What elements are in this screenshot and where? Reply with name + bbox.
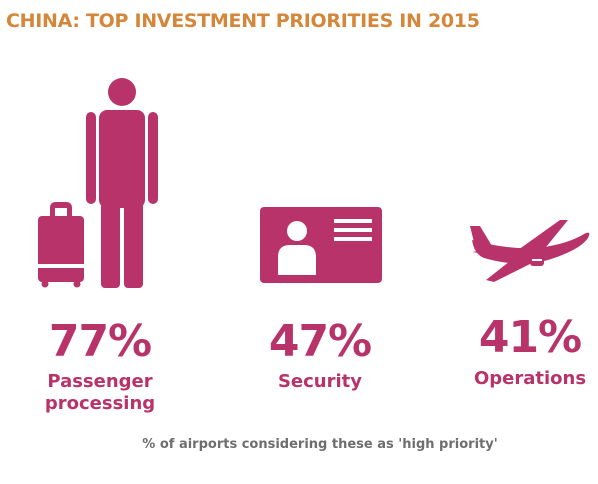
airplane-icon — [470, 220, 590, 282]
id-card-icon — [260, 207, 382, 283]
traveler-with-luggage-icon — [38, 78, 158, 288]
value-passenger-processing: 77% — [48, 316, 152, 367]
label-operations: Operations — [473, 368, 587, 389]
value-operations: 41% — [478, 312, 582, 363]
label-security: Security — [277, 371, 363, 392]
value-security: 47% — [268, 316, 372, 367]
footnote: % of airports considering these as 'high… — [142, 437, 498, 452]
chart-title: CHINA: TOP INVESTMENT PRIORITIES IN 2015 — [6, 10, 480, 32]
label-passenger-processing: Passenger processing — [44, 371, 156, 414]
